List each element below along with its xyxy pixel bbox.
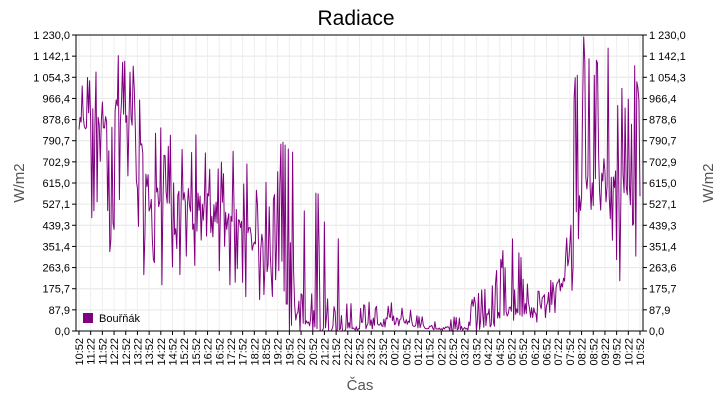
x-tick-label: 00:22: [390, 338, 402, 366]
x-tick-label: 22:52: [355, 338, 367, 366]
y-tick-label-right: 439,3: [649, 220, 677, 232]
series-line-Bouřňák: [78, 36, 641, 332]
y-tick-label-left: 351,4: [42, 241, 70, 253]
y-axis-title-right: W/m2: [700, 163, 717, 202]
x-tick-label: 20:52: [308, 338, 320, 366]
x-tick-label: 02:22: [436, 338, 448, 366]
x-axis-title: Čas: [347, 377, 374, 394]
y-tick-label-right: 1 054,3: [649, 72, 686, 84]
y-tick-label-right: 702,9: [649, 157, 677, 169]
y-tick-label-right: 878,6: [649, 115, 677, 127]
x-tick-label: 07:22: [553, 338, 565, 366]
y-tick-label-left: 790,7: [42, 136, 70, 148]
x-tick-label: 23:52: [378, 338, 390, 366]
x-tick-label: 22:22: [343, 338, 355, 366]
x-tick-label: 06:22: [530, 338, 542, 366]
y-tick-label-right: 87,9: [649, 305, 670, 317]
y-tick-label-right: 790,7: [649, 136, 677, 148]
x-tick-label: 21:22: [319, 338, 331, 366]
y-tick-label-left: 1 054,3: [33, 72, 70, 84]
chart-title: Radiace: [317, 7, 394, 30]
y-tick-label-right: 1 142,1: [649, 51, 686, 63]
y-tick-label-right: 527,1: [649, 199, 677, 211]
y-tick-label-left: 263,6: [42, 263, 70, 275]
x-tick-label: 21:52: [331, 338, 343, 366]
x-tick-label: 03:52: [471, 338, 483, 366]
y-tick-label-right: 175,7: [649, 284, 677, 296]
y-tick-label-right: 966,4: [649, 93, 677, 105]
y-tick-label-right: 1 230,0: [649, 30, 686, 42]
x-tick-label: 01:22: [413, 338, 425, 366]
y-tick-label-right: 351,4: [649, 241, 677, 253]
x-tick-label: 16:22: [203, 338, 215, 366]
x-tick-label: 18:52: [261, 338, 273, 366]
y-tick-label-right: 615,0: [649, 178, 677, 190]
legend: Bouřňák: [83, 313, 140, 325]
x-tick-label: 04:52: [495, 338, 507, 366]
x-tick-label: 12:22: [109, 338, 121, 366]
x-tick-label: 05:22: [506, 338, 518, 366]
x-tick-label: 00:52: [401, 338, 413, 366]
y-tick-label-left: 702,9: [42, 157, 70, 169]
legend-label: Bouřňák: [99, 313, 140, 325]
axis-ticks: 0,0 0,0 87,9 87,9 175,7 175,7 263,6 263,6 351,4 3…: [33, 30, 685, 366]
x-tick-label: 08:22: [577, 338, 589, 366]
x-tick-label: 17:22: [226, 338, 238, 366]
y-tick-label-left: 0,0: [55, 326, 70, 338]
x-tick-label: 20:22: [296, 338, 308, 366]
y-axis-title-left: W/m2: [11, 163, 28, 202]
x-tick-label: 16:52: [214, 338, 226, 366]
x-tick-label: 13:52: [144, 338, 156, 366]
y-tick-label-left: 878,6: [42, 115, 70, 127]
x-tick-label: 18:22: [249, 338, 261, 366]
x-tick-label: 11:22: [86, 338, 98, 365]
data-series: [78, 36, 641, 332]
x-tick-label: 15:52: [191, 338, 203, 366]
x-tick-label: 09:22: [600, 338, 612, 366]
y-tick-label-left: 615,0: [42, 178, 70, 190]
x-tick-label: 23:22: [366, 338, 378, 366]
x-tick-label: 07:52: [565, 338, 577, 366]
x-tick-label: 09:52: [612, 338, 624, 366]
x-tick-label: 08:52: [588, 338, 600, 366]
x-tick-label: 10:22: [623, 338, 635, 366]
x-tick-label: 02:52: [448, 338, 460, 366]
x-tick-label: 03:22: [460, 338, 472, 366]
x-tick-label: 01:52: [425, 338, 437, 366]
y-tick-label-left: 527,1: [42, 199, 70, 211]
x-tick-label: 05:52: [518, 338, 530, 366]
y-tick-label-left: 1 230,0: [33, 30, 70, 42]
x-tick-label: 15:22: [179, 338, 191, 366]
x-tick-label: 06:52: [542, 338, 554, 366]
y-tick-label-right: 263,6: [649, 263, 677, 275]
x-tick-label: 12:52: [121, 338, 133, 366]
grid-lines: [76, 34, 643, 332]
x-tick-label: 10:52: [74, 338, 86, 366]
y-tick-label-right: 0,0: [649, 326, 664, 338]
y-tick-label-left: 175,7: [42, 284, 70, 296]
x-tick-label: 17:52: [238, 338, 250, 366]
x-tick-label: 04:22: [483, 338, 495, 366]
y-tick-label-left: 1 142,1: [33, 51, 70, 63]
x-tick-label: 19:52: [284, 338, 296, 366]
legend-swatch: [83, 313, 93, 323]
x-tick-label: 14:52: [168, 338, 180, 366]
x-tick-label: 14:22: [156, 338, 168, 366]
y-tick-label-left: 87,9: [49, 305, 70, 317]
x-tick-label: 11:52: [97, 338, 109, 365]
x-tick-label: 13:22: [132, 338, 144, 366]
x-tick-label: 10:52: [635, 338, 647, 366]
x-tick-label: 19:22: [273, 338, 285, 366]
y-tick-label-left: 439,3: [42, 220, 70, 232]
y-tick-label-left: 966,4: [42, 93, 70, 105]
